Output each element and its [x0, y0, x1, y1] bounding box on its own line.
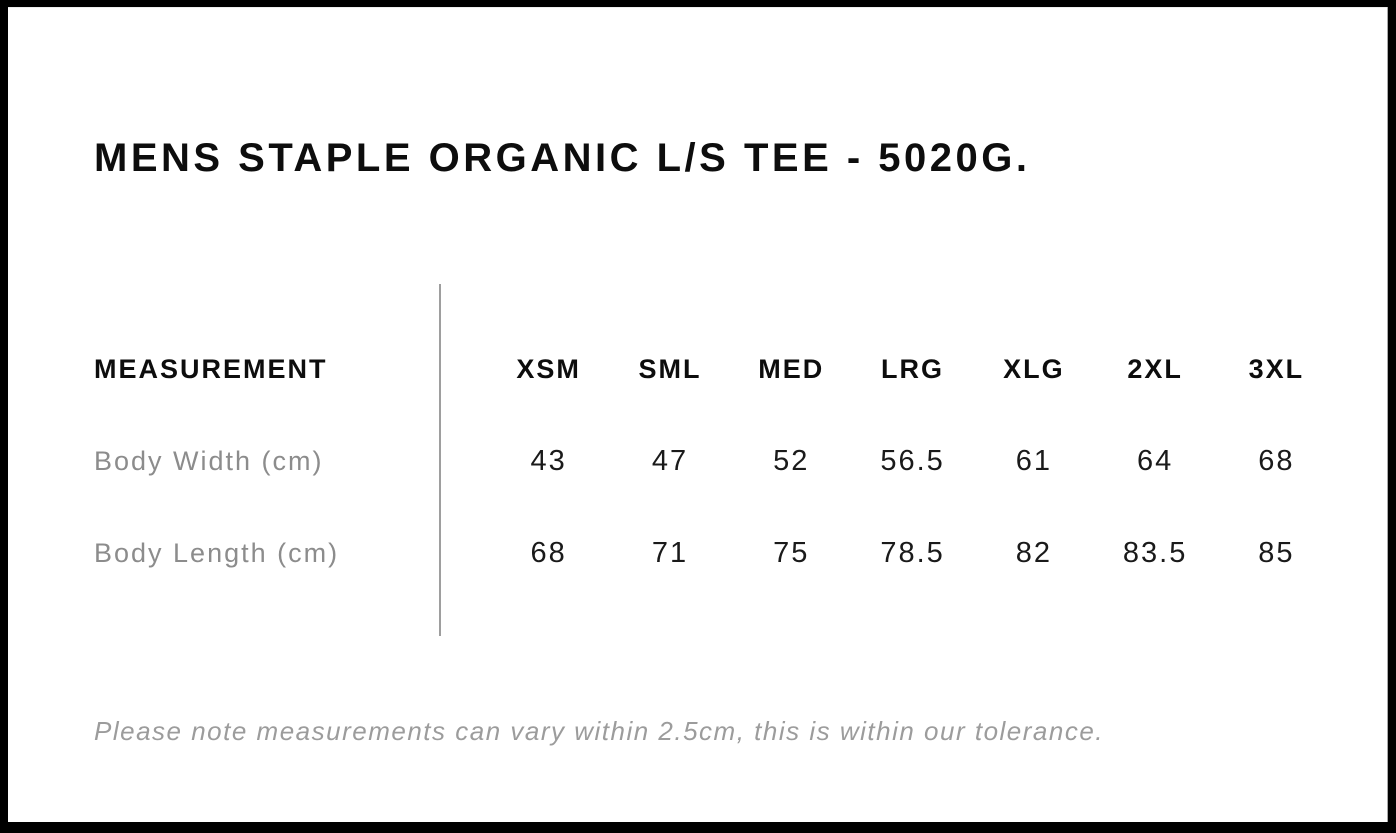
measurement-value-cell: 61 [1015, 444, 1052, 477]
size-column-header-xlg: XLG [1003, 353, 1065, 384]
measurement-value-cell: 78.5 [880, 536, 945, 569]
size-column-header-3xl: 3XL [1248, 353, 1305, 384]
measurement-value-cell: 52 [773, 444, 810, 477]
measurement-value-cell: 85 [1258, 536, 1295, 569]
measurement-row-label-body-length: Body Length (cm) [94, 537, 340, 568]
measurement-value-cell: 83.5 [1122, 536, 1188, 569]
size-column-header-2xl: 2XL [1127, 353, 1183, 384]
size-column-header-lrg: LRG [881, 353, 945, 384]
measurement-value-cell: 75 [773, 536, 810, 569]
size-column-header-xsm: XSM [516, 353, 581, 384]
measurement-value-cell: 64 [1137, 444, 1174, 477]
measurement-value-cell: 43 [530, 444, 567, 477]
measurement-column-header: MEASUREMENT [94, 353, 328, 384]
column-divider [439, 284, 441, 636]
page-title: MENS STAPLE ORGANIC L/S TEE - 5020G. [94, 135, 1031, 180]
size-column-header-sml: SML [638, 353, 702, 384]
size-chart-table: MEASUREMENT XSM SML MED LRG XLG 2XL 3XL … [94, 323, 1337, 599]
size-column-header-med: MED [758, 353, 825, 384]
measurement-value-cell: 68 [1258, 444, 1295, 477]
measurement-value-cell: 56.5 [880, 444, 945, 477]
measurement-value-cell: 68 [530, 536, 567, 569]
measurement-row-label-body-width: Body Width (cm) [94, 445, 324, 476]
measurement-value-cell: 47 [651, 444, 689, 477]
measurement-value-cell: 71 [651, 536, 689, 569]
measurement-value-cell: 82 [1015, 536, 1052, 569]
tolerance-note: Please note measurements can vary within… [94, 716, 1105, 746]
